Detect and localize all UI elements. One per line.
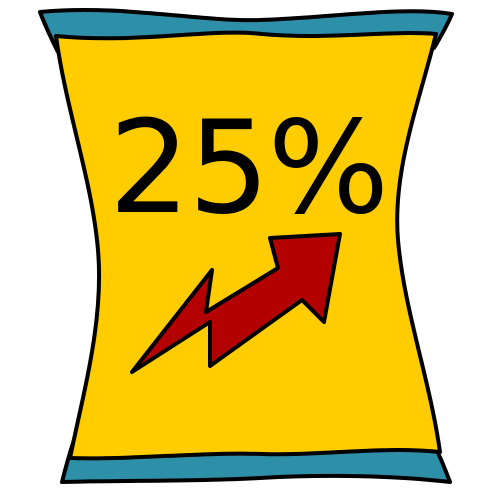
trending-up-zigzag-arrow-icon bbox=[130, 232, 342, 374]
discount-percentage-text: 25% bbox=[109, 94, 388, 243]
